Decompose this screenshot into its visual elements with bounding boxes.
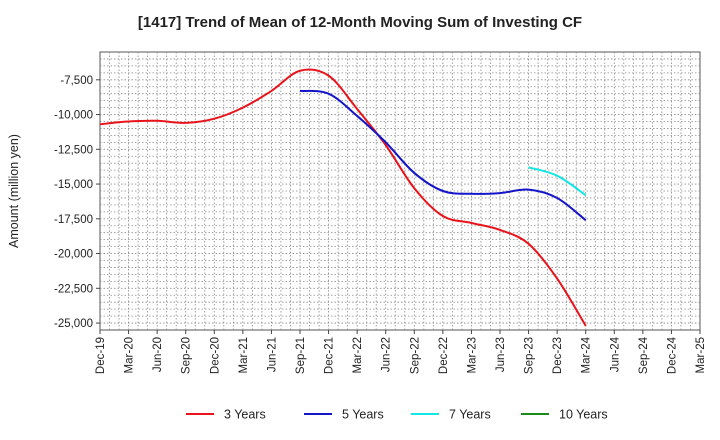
x-tick-label: Sep-24 (638, 336, 650, 374)
x-axis-ticks: Dec-19 Mar-20 Jun-20 Sep-20 Dec-20 Mar-21 Jun-… (95, 330, 707, 374)
x-tick-label: Sep-20 (181, 337, 193, 374)
x-tick-label: Mar-20 (124, 337, 136, 373)
y-tick-label: -17,500 (54, 214, 93, 226)
x-tick-label: Dec-21 (324, 337, 336, 374)
legend-label: 7 Years (449, 408, 491, 422)
series-line-3-years (99, 68, 587, 327)
x-tick-label: Jun-20 (152, 337, 164, 372)
x-tick-label: Dec-20 (209, 337, 221, 374)
x-tick-label: Sep-23 (524, 337, 536, 374)
y-tick-label: -22,500 (54, 283, 93, 295)
series-lines (99, 68, 587, 327)
x-tick-label: Mar-22 (352, 337, 364, 373)
x-tick-label: Jun-22 (381, 337, 393, 372)
legend-label: 3 Years (224, 408, 266, 422)
y-tick-label: -20,000 (54, 249, 93, 261)
legend-label: 5 Years (342, 408, 384, 422)
y-tick-label: -15,000 (54, 179, 93, 191)
x-tick-label: Dec-22 (438, 337, 450, 374)
y-tick-label: -10,000 (54, 110, 93, 122)
x-tick-label: Mar-21 (238, 337, 250, 373)
x-tick-label: Mar-23 (466, 337, 478, 373)
plot-area (99, 51, 701, 331)
x-tick-label: Mar-25 (695, 337, 707, 373)
x-tick-label: Dec-19 (95, 337, 107, 374)
chart-title: [1417] Trend of Mean of 12-Month Moving … (137, 14, 583, 31)
legend-label: 10 Years (559, 408, 608, 422)
y-tick-label: -7,500 (60, 75, 93, 87)
x-tick-label: Dec-23 (552, 337, 564, 374)
x-tick-label: Sep-22 (409, 337, 421, 374)
x-tick-label: Sep-21 (295, 337, 307, 374)
x-tick-label: Dec-24 (666, 336, 678, 374)
x-tick-label: Mar-24 (581, 336, 593, 373)
y-axis-label: Amount (million yen) (7, 134, 21, 248)
x-tick-label: Jun-23 (495, 337, 507, 372)
y-tick-label: -12,500 (54, 144, 93, 156)
x-tick-label: Jun-24 (609, 336, 621, 372)
grid-lines (100, 52, 700, 330)
legend: 3 Years 5 Years 7 Years 10 Years (186, 408, 608, 422)
x-tick-label: Jun-21 (266, 337, 278, 372)
y-tick-label: -25,000 (54, 318, 93, 330)
y-axis-ticks: -7,500 -10,000 -12,500 -15,000 -17,500 -20,00… (54, 75, 100, 330)
